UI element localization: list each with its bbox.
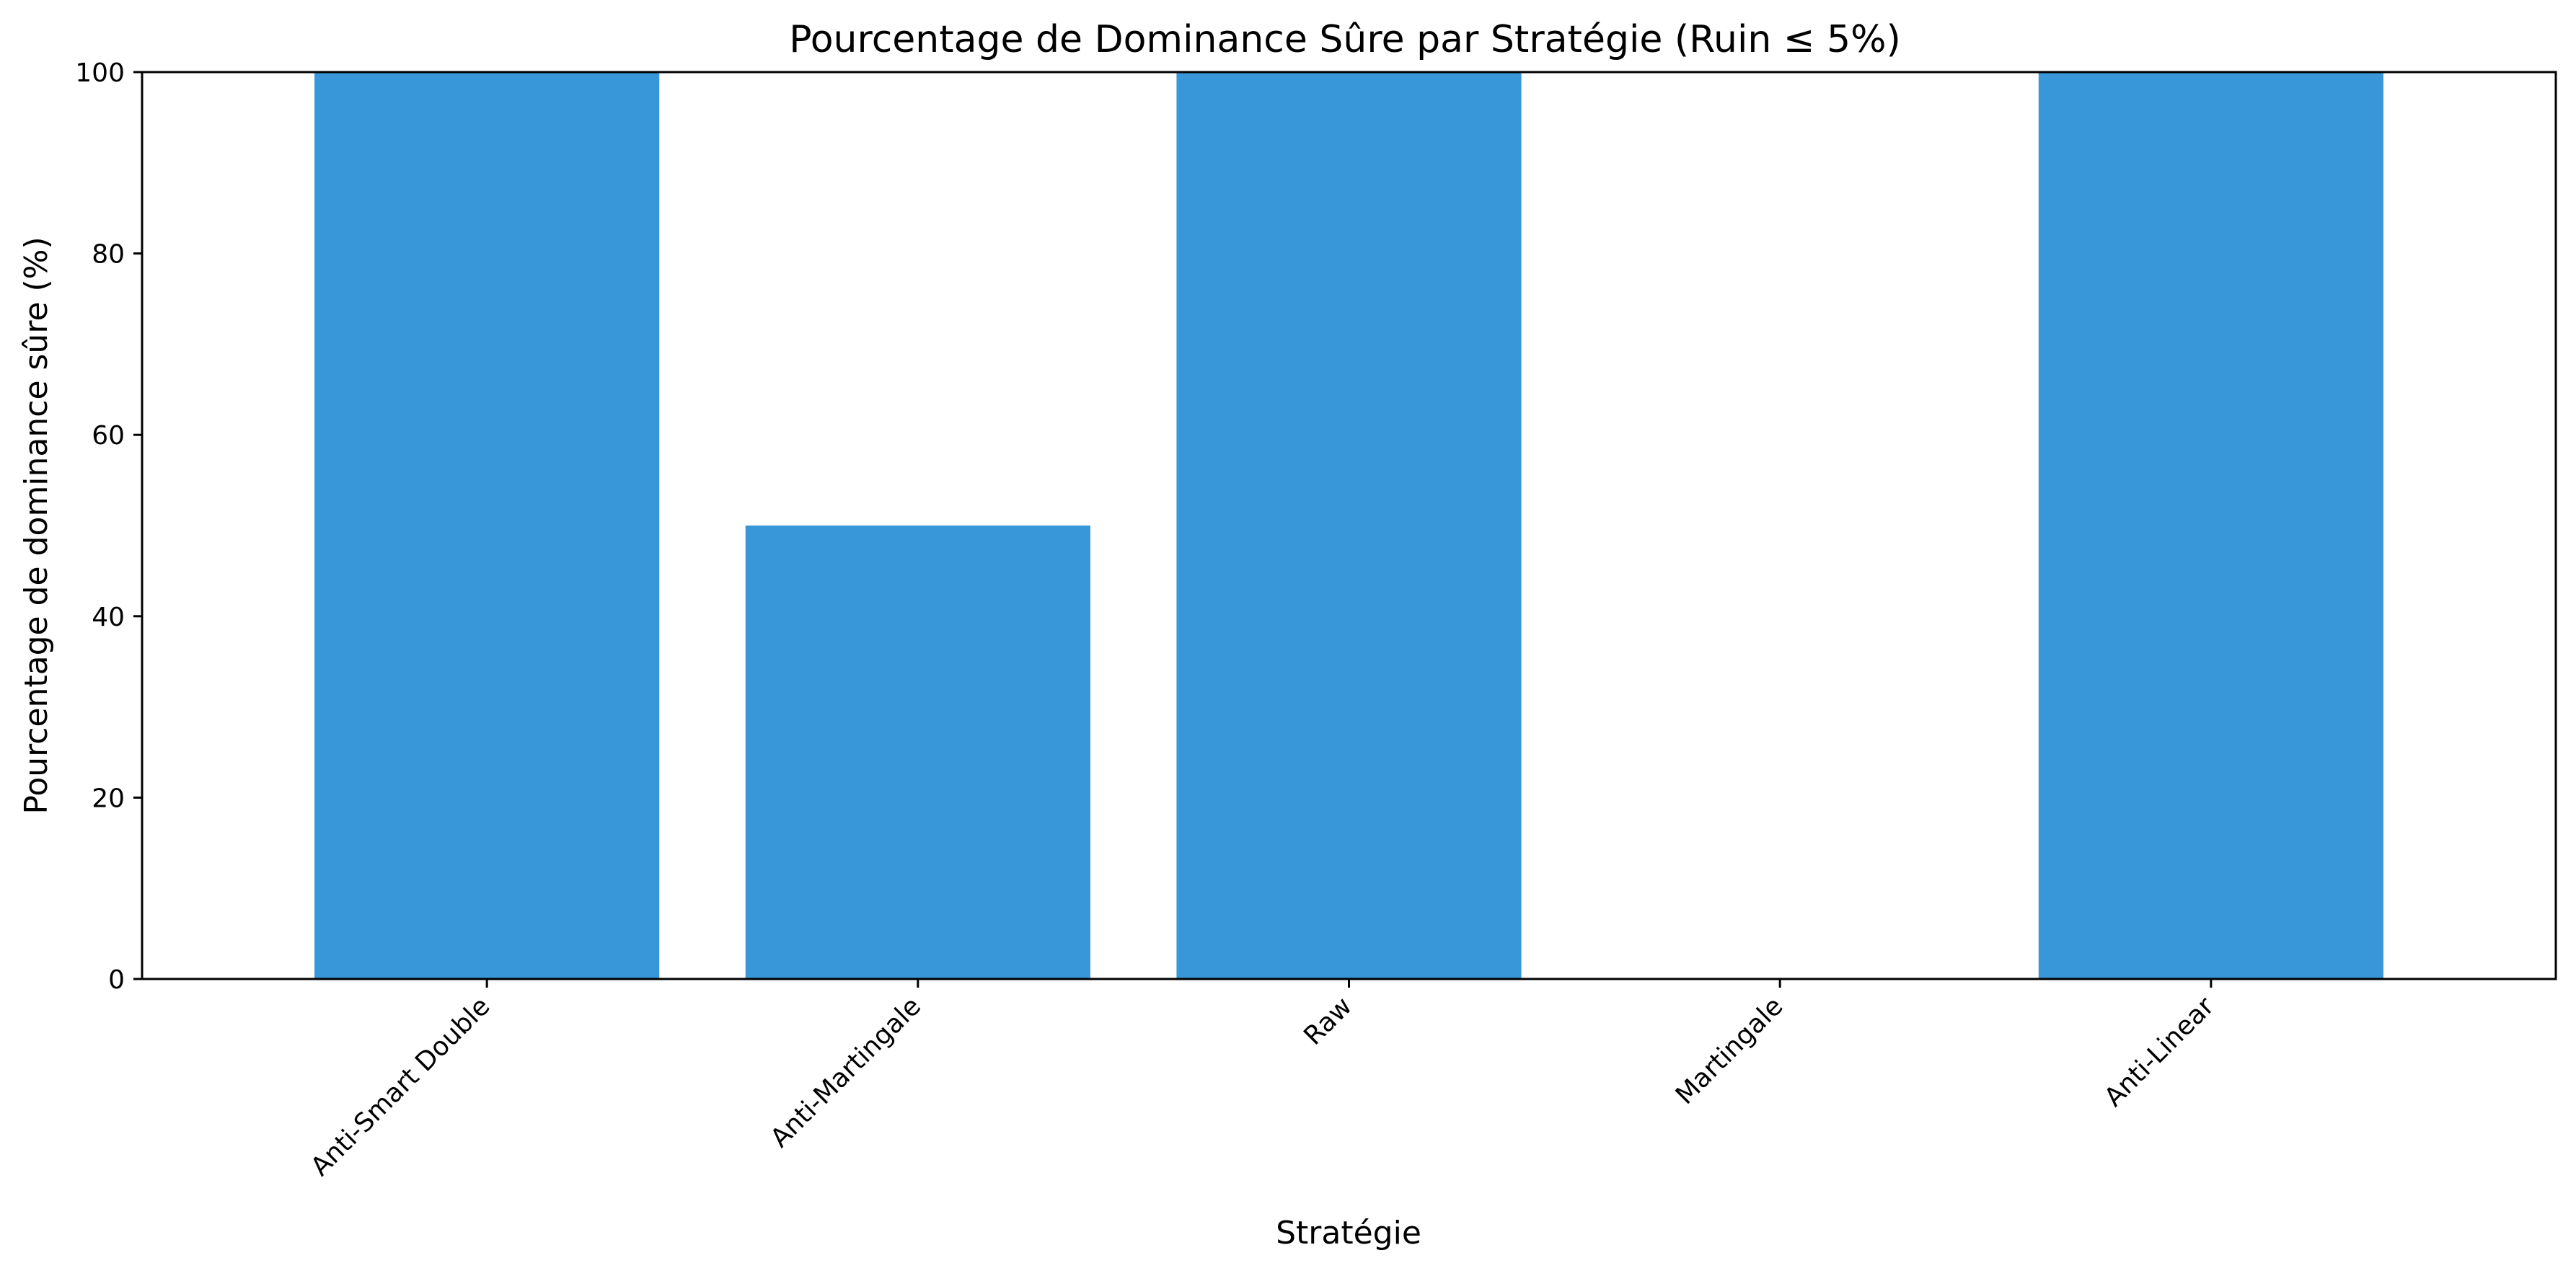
chart-title: Pourcentage de Dominance Sûre par Straté…	[789, 18, 1901, 61]
y-tick-label: 20	[92, 784, 125, 813]
x-tick-label: Anti-Linear	[2099, 991, 2220, 1112]
y-tick-label: 80	[92, 240, 125, 270]
x-axis-ticks: Anti-Smart Double Anti-Martingale Raw Marti…	[305, 979, 2220, 1182]
x-tick-label: Raw	[1298, 991, 1358, 1051]
plot-frame	[141, 71, 2557, 980]
bars-layer	[314, 72, 2383, 979]
bar-anti-martingale	[745, 526, 1090, 979]
y-tick-label: 40	[92, 603, 125, 632]
y-axis-label: Pourcentage de dominance sûre (%)	[18, 236, 55, 814]
x-tick-label: Anti-Martingale	[765, 991, 927, 1153]
y-tick-label: 100	[75, 58, 125, 88]
y-tick-label: 60	[92, 421, 125, 451]
bar-anti-smart-double	[314, 72, 660, 979]
y-axis-ticks: 0 20 40 60 80 100	[75, 58, 142, 995]
x-tick-label: Anti-Smart Double	[305, 991, 495, 1182]
bar-anti-linear	[2038, 72, 2383, 979]
bar-raw	[1176, 72, 1522, 979]
y-tick-label: 0	[108, 965, 125, 995]
x-axis-label: Stratégie	[1276, 1215, 1421, 1251]
x-tick-label: Martingale	[1670, 991, 1789, 1110]
